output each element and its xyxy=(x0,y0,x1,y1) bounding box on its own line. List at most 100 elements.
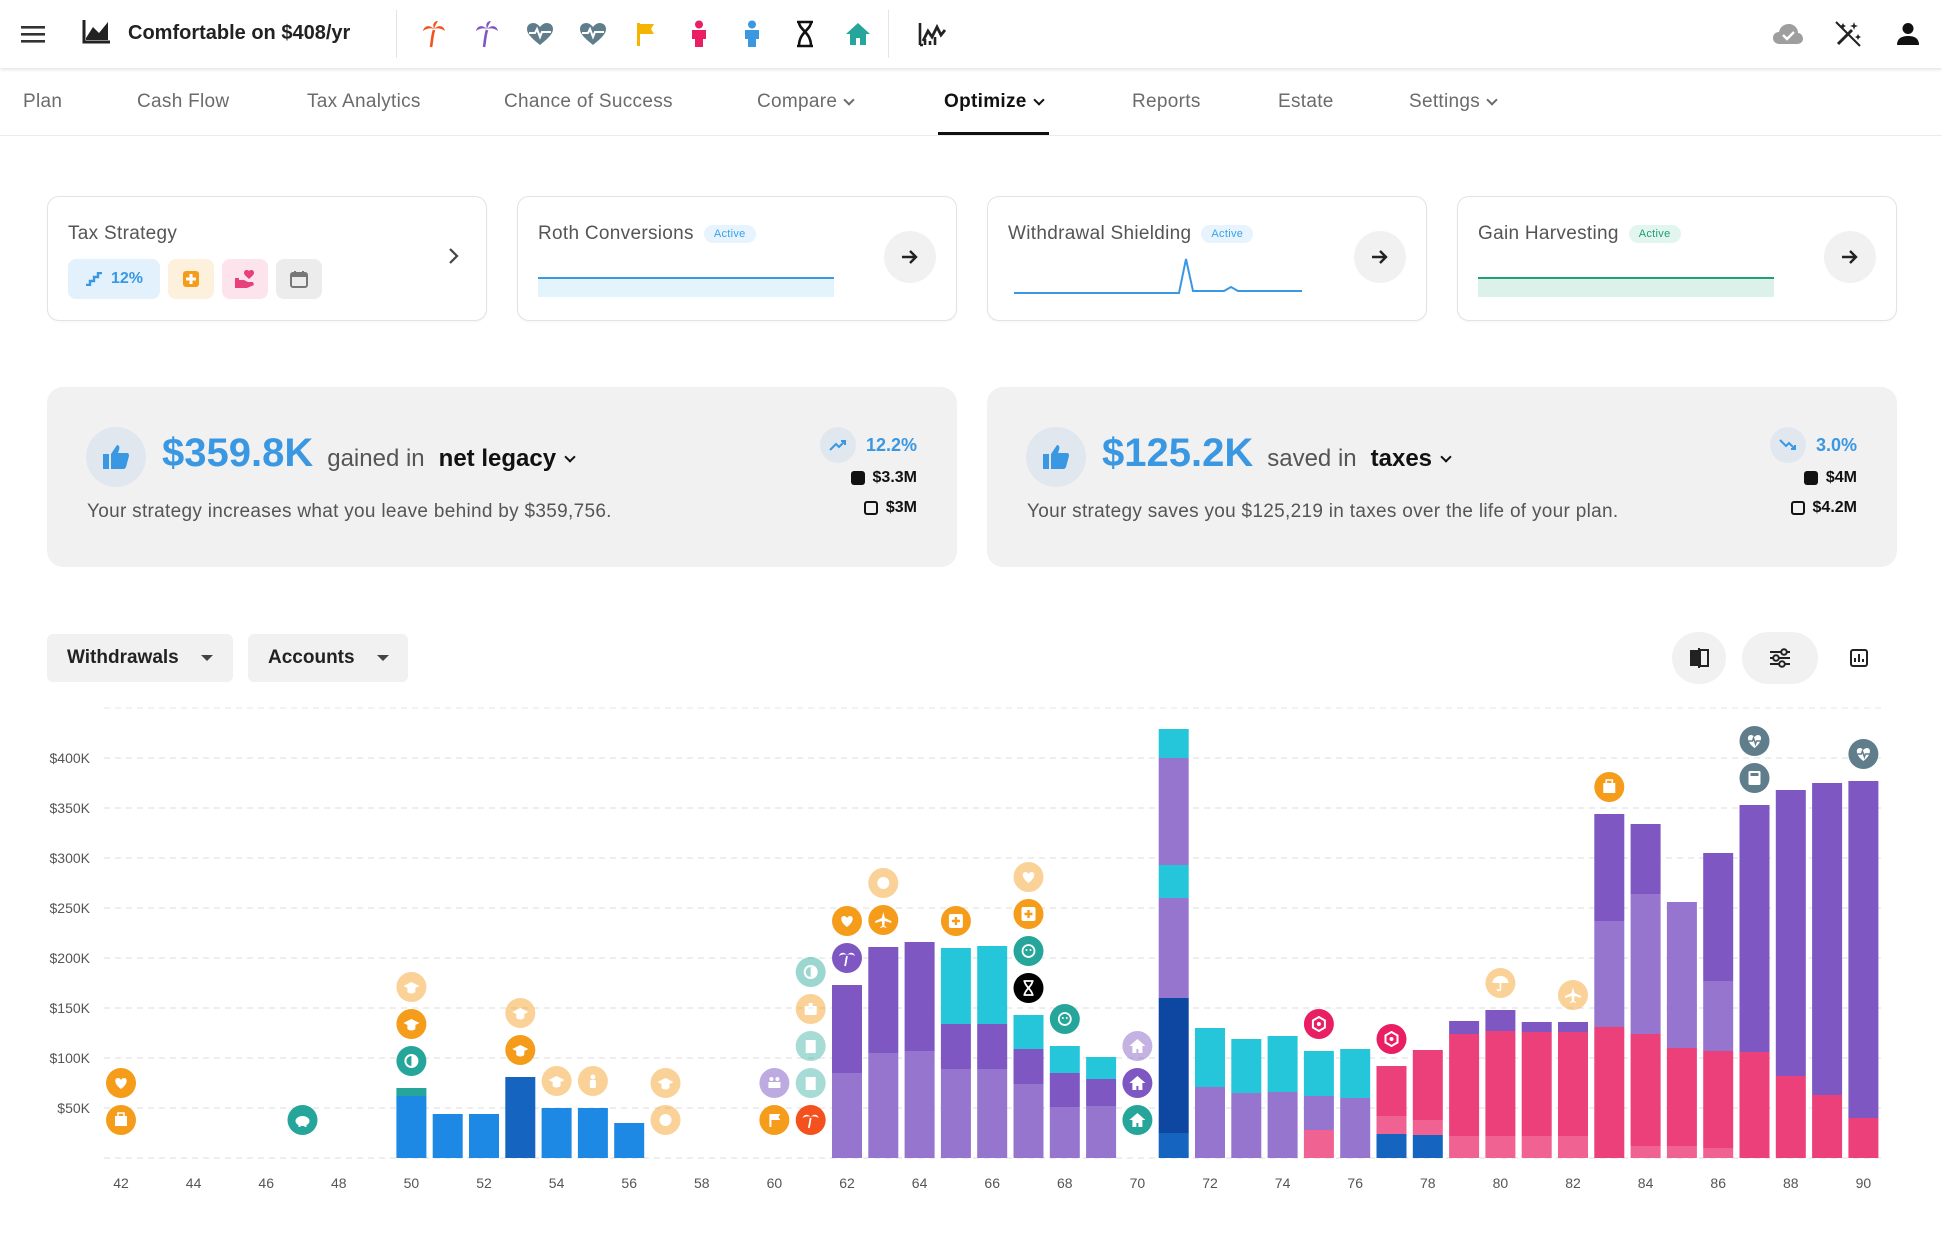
flag-icon[interactable] xyxy=(759,1105,790,1135)
hourglass-icon[interactable] xyxy=(785,14,825,54)
bar-segment[interactable] xyxy=(1303,1130,1334,1158)
bar-segment[interactable] xyxy=(1630,824,1661,894)
building-icon[interactable] xyxy=(795,1068,826,1098)
bar-segment[interactable] xyxy=(1630,1034,1661,1146)
medical-bag-icon[interactable] xyxy=(106,1105,136,1135)
bar-segment[interactable] xyxy=(1086,1079,1117,1106)
bar-segment[interactable] xyxy=(469,1114,499,1158)
bar-segment[interactable] xyxy=(1267,1092,1298,1158)
bar-segment[interactable] xyxy=(977,1024,1008,1069)
home-icon[interactable] xyxy=(838,14,878,54)
hexagon-icon[interactable] xyxy=(1376,1024,1407,1054)
cloud-check-icon[interactable] xyxy=(1768,14,1808,54)
bar-segment[interactable] xyxy=(977,946,1008,1024)
flag-icon[interactable] xyxy=(626,14,666,54)
school-icon[interactable] xyxy=(505,1035,536,1065)
bar-segment[interactable] xyxy=(1303,1051,1334,1096)
taxes-metric-selector[interactable]: taxes xyxy=(1371,445,1452,473)
bar-segment[interactable] xyxy=(1158,1133,1189,1158)
bar-segment[interactable] xyxy=(1158,729,1189,758)
hourglass-icon[interactable] xyxy=(1013,973,1044,1003)
heart-pulse-icon[interactable] xyxy=(1739,726,1770,756)
card-roth-conversions[interactable]: Roth Conversions Active xyxy=(517,196,957,321)
medical-icon[interactable] xyxy=(940,906,971,936)
bar-segment[interactable] xyxy=(541,1108,572,1158)
bar-segment[interactable] xyxy=(1158,865,1189,898)
face-icon[interactable] xyxy=(1013,936,1044,966)
bar-segment[interactable] xyxy=(1195,1087,1225,1158)
bar-segment[interactable] xyxy=(1594,921,1625,1027)
bar-segment[interactable] xyxy=(940,948,971,1024)
bar-segment[interactable] xyxy=(1485,1136,1516,1158)
bar-segment[interactable] xyxy=(1521,1022,1552,1032)
bar-segment[interactable] xyxy=(1630,1146,1661,1158)
bar-segment[interactable] xyxy=(940,1069,971,1158)
bracket-chip[interactable]: 12% xyxy=(68,259,160,299)
piggy-bank-icon[interactable] xyxy=(287,1105,318,1135)
card-withdrawal-shielding[interactable]: Withdrawal Shielding Active xyxy=(987,196,1427,321)
legacy-metric-selector[interactable]: net legacy xyxy=(439,445,576,473)
bar-segment[interactable] xyxy=(904,942,935,1051)
bar-segment[interactable] xyxy=(1158,758,1189,865)
calendar-chip[interactable] xyxy=(276,259,322,299)
bar-segment[interactable] xyxy=(1812,783,1843,1095)
open-shielding-button[interactable] xyxy=(1354,231,1406,283)
bar-segment[interactable] xyxy=(1340,1049,1371,1098)
table-view-button[interactable] xyxy=(1832,632,1886,684)
bar-segment[interactable] xyxy=(1703,1148,1734,1158)
heart-pulse-icon[interactable] xyxy=(573,14,613,54)
contrast-icon[interactable] xyxy=(396,1046,427,1076)
bar-segment[interactable] xyxy=(1049,1107,1080,1158)
palm-tree-icon[interactable] xyxy=(467,14,507,54)
bar-segment[interactable] xyxy=(505,1077,536,1158)
app-title-group[interactable]: Comfortable on $408/yr xyxy=(82,18,350,49)
bar-segment[interactable] xyxy=(1558,1032,1588,1136)
bar-segment[interactable] xyxy=(1013,1049,1044,1084)
bar-segment[interactable] xyxy=(1231,1093,1262,1158)
bar-segment[interactable] xyxy=(832,985,862,1073)
account-icon[interactable] xyxy=(1888,14,1928,54)
bar-segment[interactable] xyxy=(1558,1022,1588,1032)
bar-segment[interactable] xyxy=(1485,1010,1516,1031)
bar-segment[interactable] xyxy=(1412,1050,1443,1120)
briefcase-icon[interactable] xyxy=(795,994,826,1024)
bar-segment[interactable] xyxy=(1086,1057,1117,1079)
open-harvesting-button[interactable] xyxy=(1824,231,1876,283)
bar-segment[interactable] xyxy=(977,1069,1008,1158)
bar-segment[interactable] xyxy=(1340,1098,1371,1158)
bar-segment[interactable] xyxy=(1376,1116,1407,1134)
contrast-icon[interactable] xyxy=(795,957,826,987)
bar-segment[interactable] xyxy=(832,1073,862,1158)
compare-toggle-button[interactable] xyxy=(1672,632,1726,684)
heart-pulse-icon[interactable] xyxy=(1848,739,1879,769)
person-male-icon[interactable] xyxy=(732,14,772,54)
bar-segment[interactable] xyxy=(577,1108,608,1158)
tab-chance-of-success[interactable]: Chance of Success xyxy=(504,68,673,136)
bar-segment[interactable] xyxy=(396,1088,427,1096)
heart-pulse-icon[interactable] xyxy=(520,14,560,54)
bar-segment[interactable] xyxy=(614,1123,645,1158)
view-dropdown[interactable]: Withdrawals xyxy=(47,634,233,682)
bar-segment[interactable] xyxy=(1449,1021,1480,1034)
bar-segment[interactable] xyxy=(1049,1073,1080,1107)
coin-icon[interactable] xyxy=(650,1105,681,1135)
hand-heart-icon[interactable] xyxy=(832,906,862,936)
palm-tree-icon[interactable] xyxy=(832,943,862,973)
bar-segment[interactable] xyxy=(1412,1120,1443,1135)
card-tax-strategy[interactable]: Tax Strategy 12% xyxy=(47,196,487,321)
bar-segment[interactable] xyxy=(1775,1076,1806,1158)
group-dropdown[interactable]: Accounts xyxy=(248,634,408,682)
coin-icon[interactable] xyxy=(868,868,899,898)
hexagon-icon[interactable] xyxy=(1303,1009,1334,1039)
chart-settings-button[interactable] xyxy=(1742,632,1818,684)
person-icon[interactable] xyxy=(577,1066,608,1096)
bar-segment[interactable] xyxy=(1630,894,1661,1034)
plane-icon[interactable] xyxy=(1558,980,1588,1010)
bar-segment[interactable] xyxy=(1376,1134,1407,1158)
bar-segment[interactable] xyxy=(1485,1031,1516,1136)
bar-segment[interactable] xyxy=(904,1051,935,1158)
plane-icon[interactable] xyxy=(868,905,899,935)
tab-settings[interactable]: Settings xyxy=(1409,68,1498,136)
bar-segment[interactable] xyxy=(1666,1048,1697,1146)
bar-segment[interactable] xyxy=(1158,898,1189,998)
